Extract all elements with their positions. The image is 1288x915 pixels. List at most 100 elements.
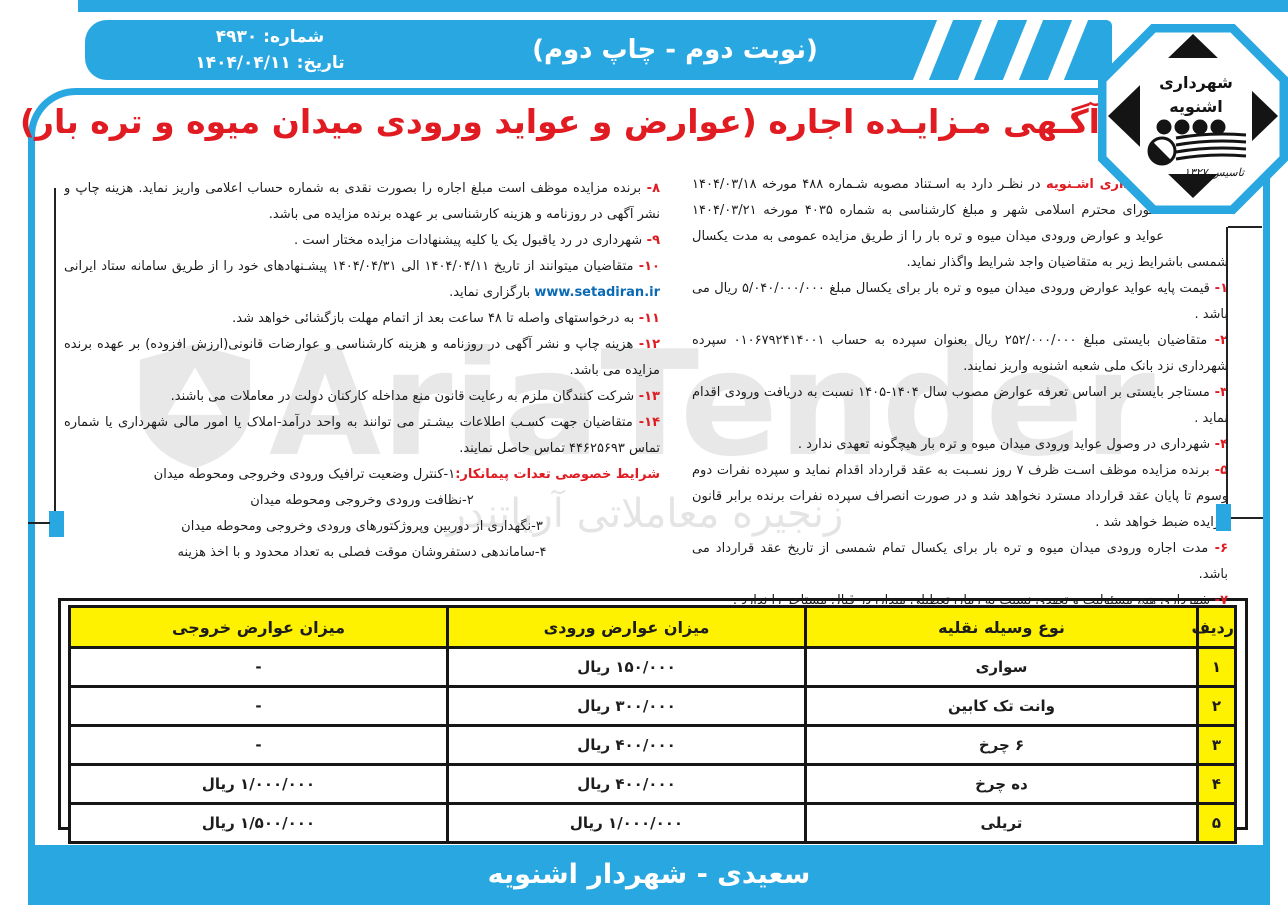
municipality-emblem: شهرداری اشنویه تاسیس ۱۳۲۷ (1097, 23, 1288, 215)
table-cell: ۱۵۰/۰۰۰ ریال (446, 646, 807, 688)
item-number: ۶- (1208, 541, 1228, 556)
list-item: ۳-نگهداری از دوربین وپروژکتورهای ورودی و… (64, 514, 660, 540)
issue-meta: شماره: ۴۹۳۰ تاریخ: ۱۴۰۴/۰۴/۱۱ (100, 24, 440, 76)
signature-bar: سعیدی - شهردار اشنویه (28, 845, 1270, 905)
table-cell: - (68, 646, 449, 688)
fold-mark-left-line (28, 522, 50, 524)
list-item: ۵- برنده مزایده موظف اسـت ظرف ۷ روز نسـب… (692, 458, 1228, 536)
book-icon (1147, 132, 1247, 166)
item-text: برنده مزایده موظف است مبلغ اجاره را بصور… (64, 181, 660, 222)
item-text: هزینه چاپ و نشر آگهی در روزنامه و هزینه … (64, 337, 660, 378)
table-cell: - (68, 685, 449, 727)
list-item: ۶- مدت اجاره ورودی میدان میوه و تره بار … (692, 536, 1228, 588)
item-text: ۴-ساماندهی دستفروشان موقت فصلی به تعداد … (177, 545, 547, 560)
clauses-1-7: ۱- قیمت پایه عواید عوارض ورودی میدان میو… (692, 276, 1228, 604)
decor-stripe (1047, 20, 1089, 80)
decor-stripe (912, 20, 954, 80)
tariff-table-wrap: ردیف نوع وسیله نقلیه میزان عوارض ورودی میزا… (68, 605, 1237, 844)
item-text: متقاضیان بایستی مبلغ ۲۵۲/۰۰۰/۰۰۰ ریال بع… (692, 333, 1228, 374)
table-cell: ۱/۰۰۰/۰۰۰ ریال (68, 763, 449, 805)
table-cell: ۴۰۰/۰۰۰ ریال (446, 724, 807, 766)
row-index-cell: ۴ (1196, 763, 1237, 805)
fold-mark-left-cyan (49, 511, 64, 537)
item-number: ۳- (1209, 385, 1228, 400)
table-body: ۱ سواری ۱۵۰/۰۰۰ ریال -۲ وانت تک کابین ۳۰۰/۰۰۰… (68, 646, 1237, 844)
fold-mark-right-line (1231, 517, 1263, 519)
column-right: شـهرداری اشـنویه در نظـر دارد به اسـتناد… (692, 172, 1228, 604)
table-cell: ۳۰۰/۰۰۰ ریال (446, 685, 807, 727)
item-number: ۱۰- (633, 259, 660, 274)
table-cell: - (68, 724, 449, 766)
watermark-latin-text: AriaTender (268, 320, 1156, 489)
table-cell: ده چرخ (804, 763, 1199, 805)
item-text: به درخواستهای واصله تا ۴۸ ساعت بعد از ات… (232, 311, 635, 326)
setadiran-url[interactable]: www.setadiran.ir (534, 285, 660, 300)
table-cell: ۴۰۰/۰۰۰ ریال (446, 763, 807, 805)
item-text: برنده مزایده موظف اسـت ظرف ۷ روز نسـبت ب… (692, 463, 1228, 530)
item-text: بارگزاری نماید. (449, 285, 535, 300)
column-left: ۸- برنده مزایده موظف است مبلغ اجاره را ب… (64, 176, 660, 604)
list-item: ۴- شهرداری در وصول عواید ورودی میدان میو… (692, 432, 1228, 458)
list-item: ۳- مستاجر بایستی بر اساس تعرفه عوارض مصو… (692, 380, 1228, 432)
fold-mark-right-cyan (1216, 504, 1231, 531)
table-header-cell: ردیف (1192, 605, 1237, 649)
list-item: ۹- شهرداری در رد یاقبول یک یا کلیه پیشنه… (64, 228, 660, 254)
list-item: ۷- شهرداری هیچ مسئولیت و تعهدی نسبت به ز… (692, 588, 1228, 604)
table-header-cell: میزان عوارض خروجی (68, 605, 449, 649)
header-band: شماره: ۴۹۳۰ تاریخ: ۱۴۰۴/۰۴/۱۱ (نوبت دوم … (85, 20, 1112, 80)
item-text: متقاضیان میتوانند از تاریخ ۱۴۰۴/۰۴/۱۱ ال… (64, 259, 634, 274)
item-text: مدت اجاره ورودی میدان میوه و تره بار برا… (692, 541, 1228, 582)
row-index-cell: ۳ (1196, 724, 1237, 766)
top-strip (78, 0, 1288, 12)
list-item: شرایط خصوصی تعدات پیمانکار:۱-کنترل وضعیت… (64, 462, 660, 488)
item-number: ۹- (642, 233, 660, 248)
item-number: ۲- (1207, 333, 1228, 348)
list-item: ۲-نظافت ورودی وخروجی ومحوطه میدان (64, 488, 660, 514)
edition-note: (نوبت دوم - چاپ دوم) (532, 35, 818, 65)
decor-stripe (1002, 20, 1044, 80)
item-text: شهرداری در وصول عواید ورودی میدان میوه و… (797, 437, 1211, 452)
item-number: ۱۱- (634, 311, 660, 326)
item-number: ۱۲- (633, 337, 660, 352)
item-text: مستاجر بایستی بر اساس تعرفه عوارض مصوب س… (692, 385, 1228, 426)
issue-number: شماره: ۴۹۳۰ (215, 27, 325, 47)
table-header-row: ردیف نوع وسیله نقلیه میزان عوارض ورودی میزا… (68, 605, 1237, 649)
emblem-name-1: شهرداری (1159, 73, 1233, 92)
fold-mark-right-top (1228, 226, 1262, 228)
decor-stripe (957, 20, 999, 80)
column-rule-left (54, 188, 56, 512)
table-row: ۴ ده چرخ ۴۰۰/۰۰۰ ریال ۱/۰۰۰/۰۰۰ ریال (68, 763, 1237, 805)
shield-icon (139, 343, 251, 468)
main-frame (28, 88, 1270, 845)
intro-rest: در نظـر دارد به اسـتناد مصوبه شـماره ۴۸۸… (692, 177, 1228, 270)
watermark: AriaTender زنجیره معاملاتی آریاتندر (30, 325, 1260, 537)
item-label: شرایط خصوصی تعدات پیمانکار: (455, 467, 660, 482)
item-text: شهرداری در رد یاقبول یک یا کلیه پیشنهادا… (293, 233, 643, 248)
table-cell: وانت تک کابین (804, 685, 1199, 727)
item-text: ۳-نگهداری از دوربین وپروژکتورهای ورودی و… (181, 519, 543, 534)
list-item: ۴-ساماندهی دستفروشان موقت فصلی به تعداد … (64, 540, 660, 566)
ad-title: آگـهی مـزایـده اجاره (عوارض و عواید ورود… (19, 102, 1100, 141)
table-cell: ۱/۵۰۰/۰۰۰ ریال (68, 802, 449, 844)
item-number: ۱۴- (632, 415, 660, 430)
item-number: ۷- (1210, 593, 1228, 604)
tariff-table: ردیف نوع وسیله نقلیه میزان عوارض ورودی میزا… (68, 605, 1237, 844)
table-header-cell: میزان عوارض ورودی (446, 605, 807, 649)
column-rule-right (1226, 227, 1228, 505)
table-cell: تریلی (804, 802, 1199, 844)
item-number: ۱- (1209, 281, 1228, 296)
row-index-cell: ۵ (1196, 802, 1237, 844)
item-text: متقاضیان جهت کسـب اطلاعات بیشـتر می توان… (64, 415, 660, 456)
issue-date: تاریخ: ۱۴۰۴/۰۴/۱۱ (195, 53, 345, 73)
item-number: ۵- (1209, 463, 1228, 478)
table-cell: سواری (804, 646, 1199, 688)
table-cell: ۶ چرخ (804, 724, 1199, 766)
emblem-name-2: اشنویه (1169, 97, 1223, 116)
row-index-cell: ۱ (1196, 646, 1237, 688)
list-item: ۱۴- متقاضیان جهت کسـب اطلاعات بیشـتر می … (64, 410, 660, 462)
list-item: ۸- برنده مزایده موظف است مبلغ اجاره را ب… (64, 176, 660, 228)
watermark-latin-row: AriaTender (30, 325, 1260, 485)
list-item: ۱۲- هزینه چاپ و نشر آگهی در روزنامه و هز… (64, 332, 660, 384)
